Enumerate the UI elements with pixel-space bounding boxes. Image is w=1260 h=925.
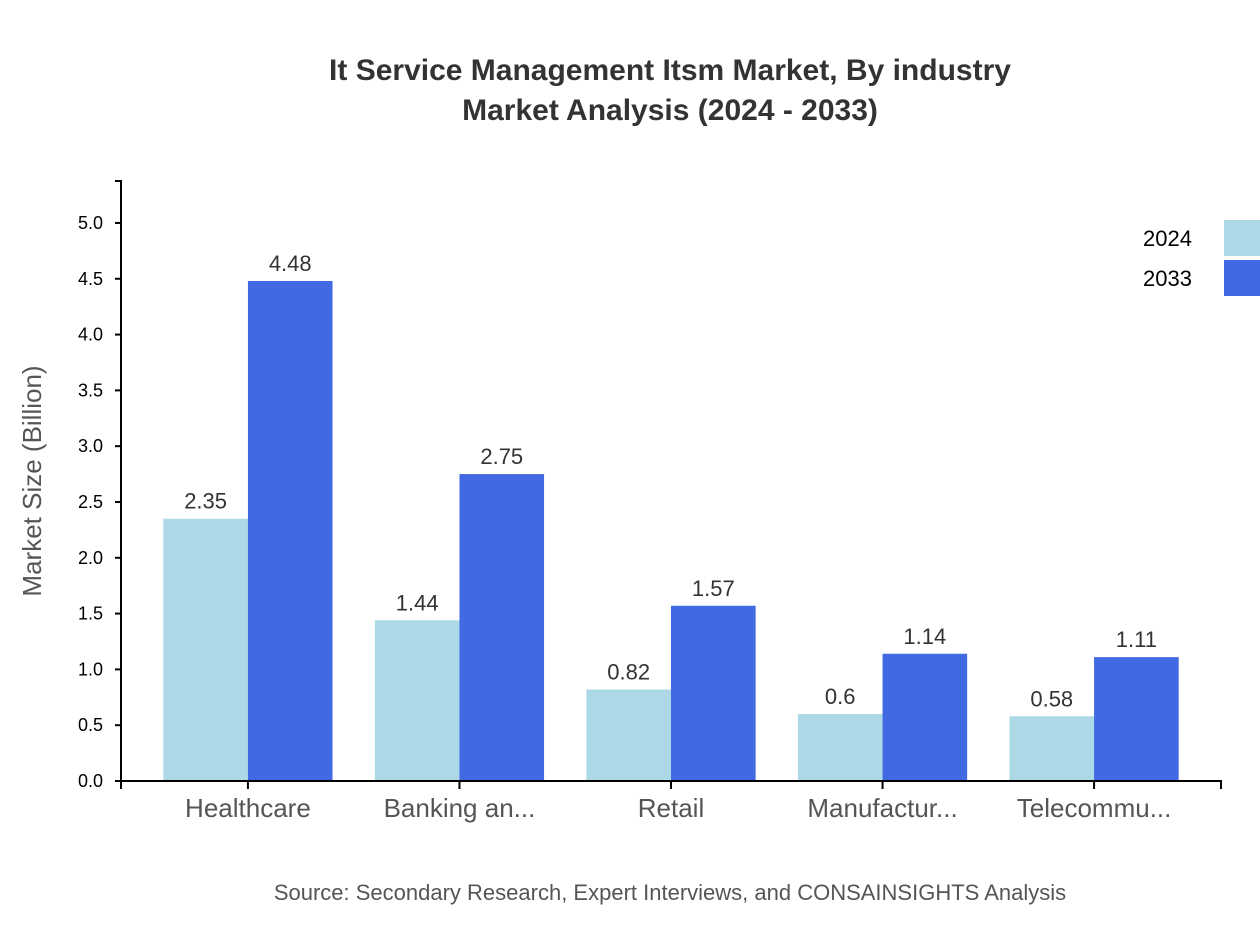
bar-2033 <box>247 281 333 781</box>
data-label: 1.57 <box>692 576 735 601</box>
bar-2024 <box>797 714 883 781</box>
bar-2024 <box>1009 716 1095 781</box>
x-tick-label: Retail <box>638 793 704 823</box>
x-axis <box>120 780 1222 789</box>
y-tick-label: 2.5 <box>78 492 103 512</box>
bar-2033 <box>882 653 968 781</box>
data-label: 1.14 <box>903 624 946 649</box>
data-label: 0.6 <box>825 684 856 709</box>
x-tick-label: Manufactur... <box>807 793 957 823</box>
bar-2033 <box>1094 657 1179 781</box>
y-tick-label: 4.5 <box>78 269 103 289</box>
y-tick-label: 0.0 <box>78 771 103 791</box>
y-tick-label: 3.5 <box>78 380 103 400</box>
x-tick-label: Healthcare <box>185 793 311 823</box>
data-label: 1.44 <box>396 590 439 615</box>
y-tick-label: 2.0 <box>78 548 103 568</box>
y-tick-label: 1.0 <box>78 659 103 679</box>
x-tick-label: Banking an... <box>384 793 536 823</box>
y-axis-label: Market Size (Billion) <box>17 365 47 596</box>
data-label: 0.58 <box>1030 686 1073 711</box>
legend: 2024 2033 <box>1143 220 1260 296</box>
data-label: 2.75 <box>480 444 523 469</box>
y-tick-label: 3.0 <box>78 436 103 456</box>
legend-swatch-2033 <box>1224 260 1260 296</box>
bar-2024 <box>374 620 460 781</box>
legend-label: 2024 <box>1143 226 1192 251</box>
data-label: 1.11 <box>1116 627 1157 652</box>
y-tick-label: 0.5 <box>78 715 103 735</box>
y-tick-label: 1.5 <box>78 604 103 624</box>
y-tick-label: 4.0 <box>78 325 103 345</box>
plot-area: 2.35 4.48 Healthcare 1.44 2.75 Banking an... 0… <box>78 180 1222 823</box>
bar-2024 <box>163 518 248 781</box>
legend-swatch-2024 <box>1224 220 1260 256</box>
bar-2033 <box>671 605 756 781</box>
y-axis <box>115 180 122 782</box>
source-note: Source: Secondary Research, Expert Inter… <box>274 880 1066 905</box>
bar-2024 <box>586 689 671 781</box>
chart-title: It Service Management Itsm Market, By in… <box>329 54 1011 87</box>
legend-label: 2033 <box>1143 266 1192 291</box>
x-tick-label: Telecommu... <box>1017 793 1172 823</box>
y-tick-label: 5.0 <box>78 213 103 233</box>
data-label: 2.35 <box>184 489 227 514</box>
bar-2033 <box>459 474 545 781</box>
data-label: 0.82 <box>607 659 650 684</box>
chart-subtitle: Market Analysis (2024 - 2033) <box>462 94 878 127</box>
data-label: 4.48 <box>269 251 312 276</box>
